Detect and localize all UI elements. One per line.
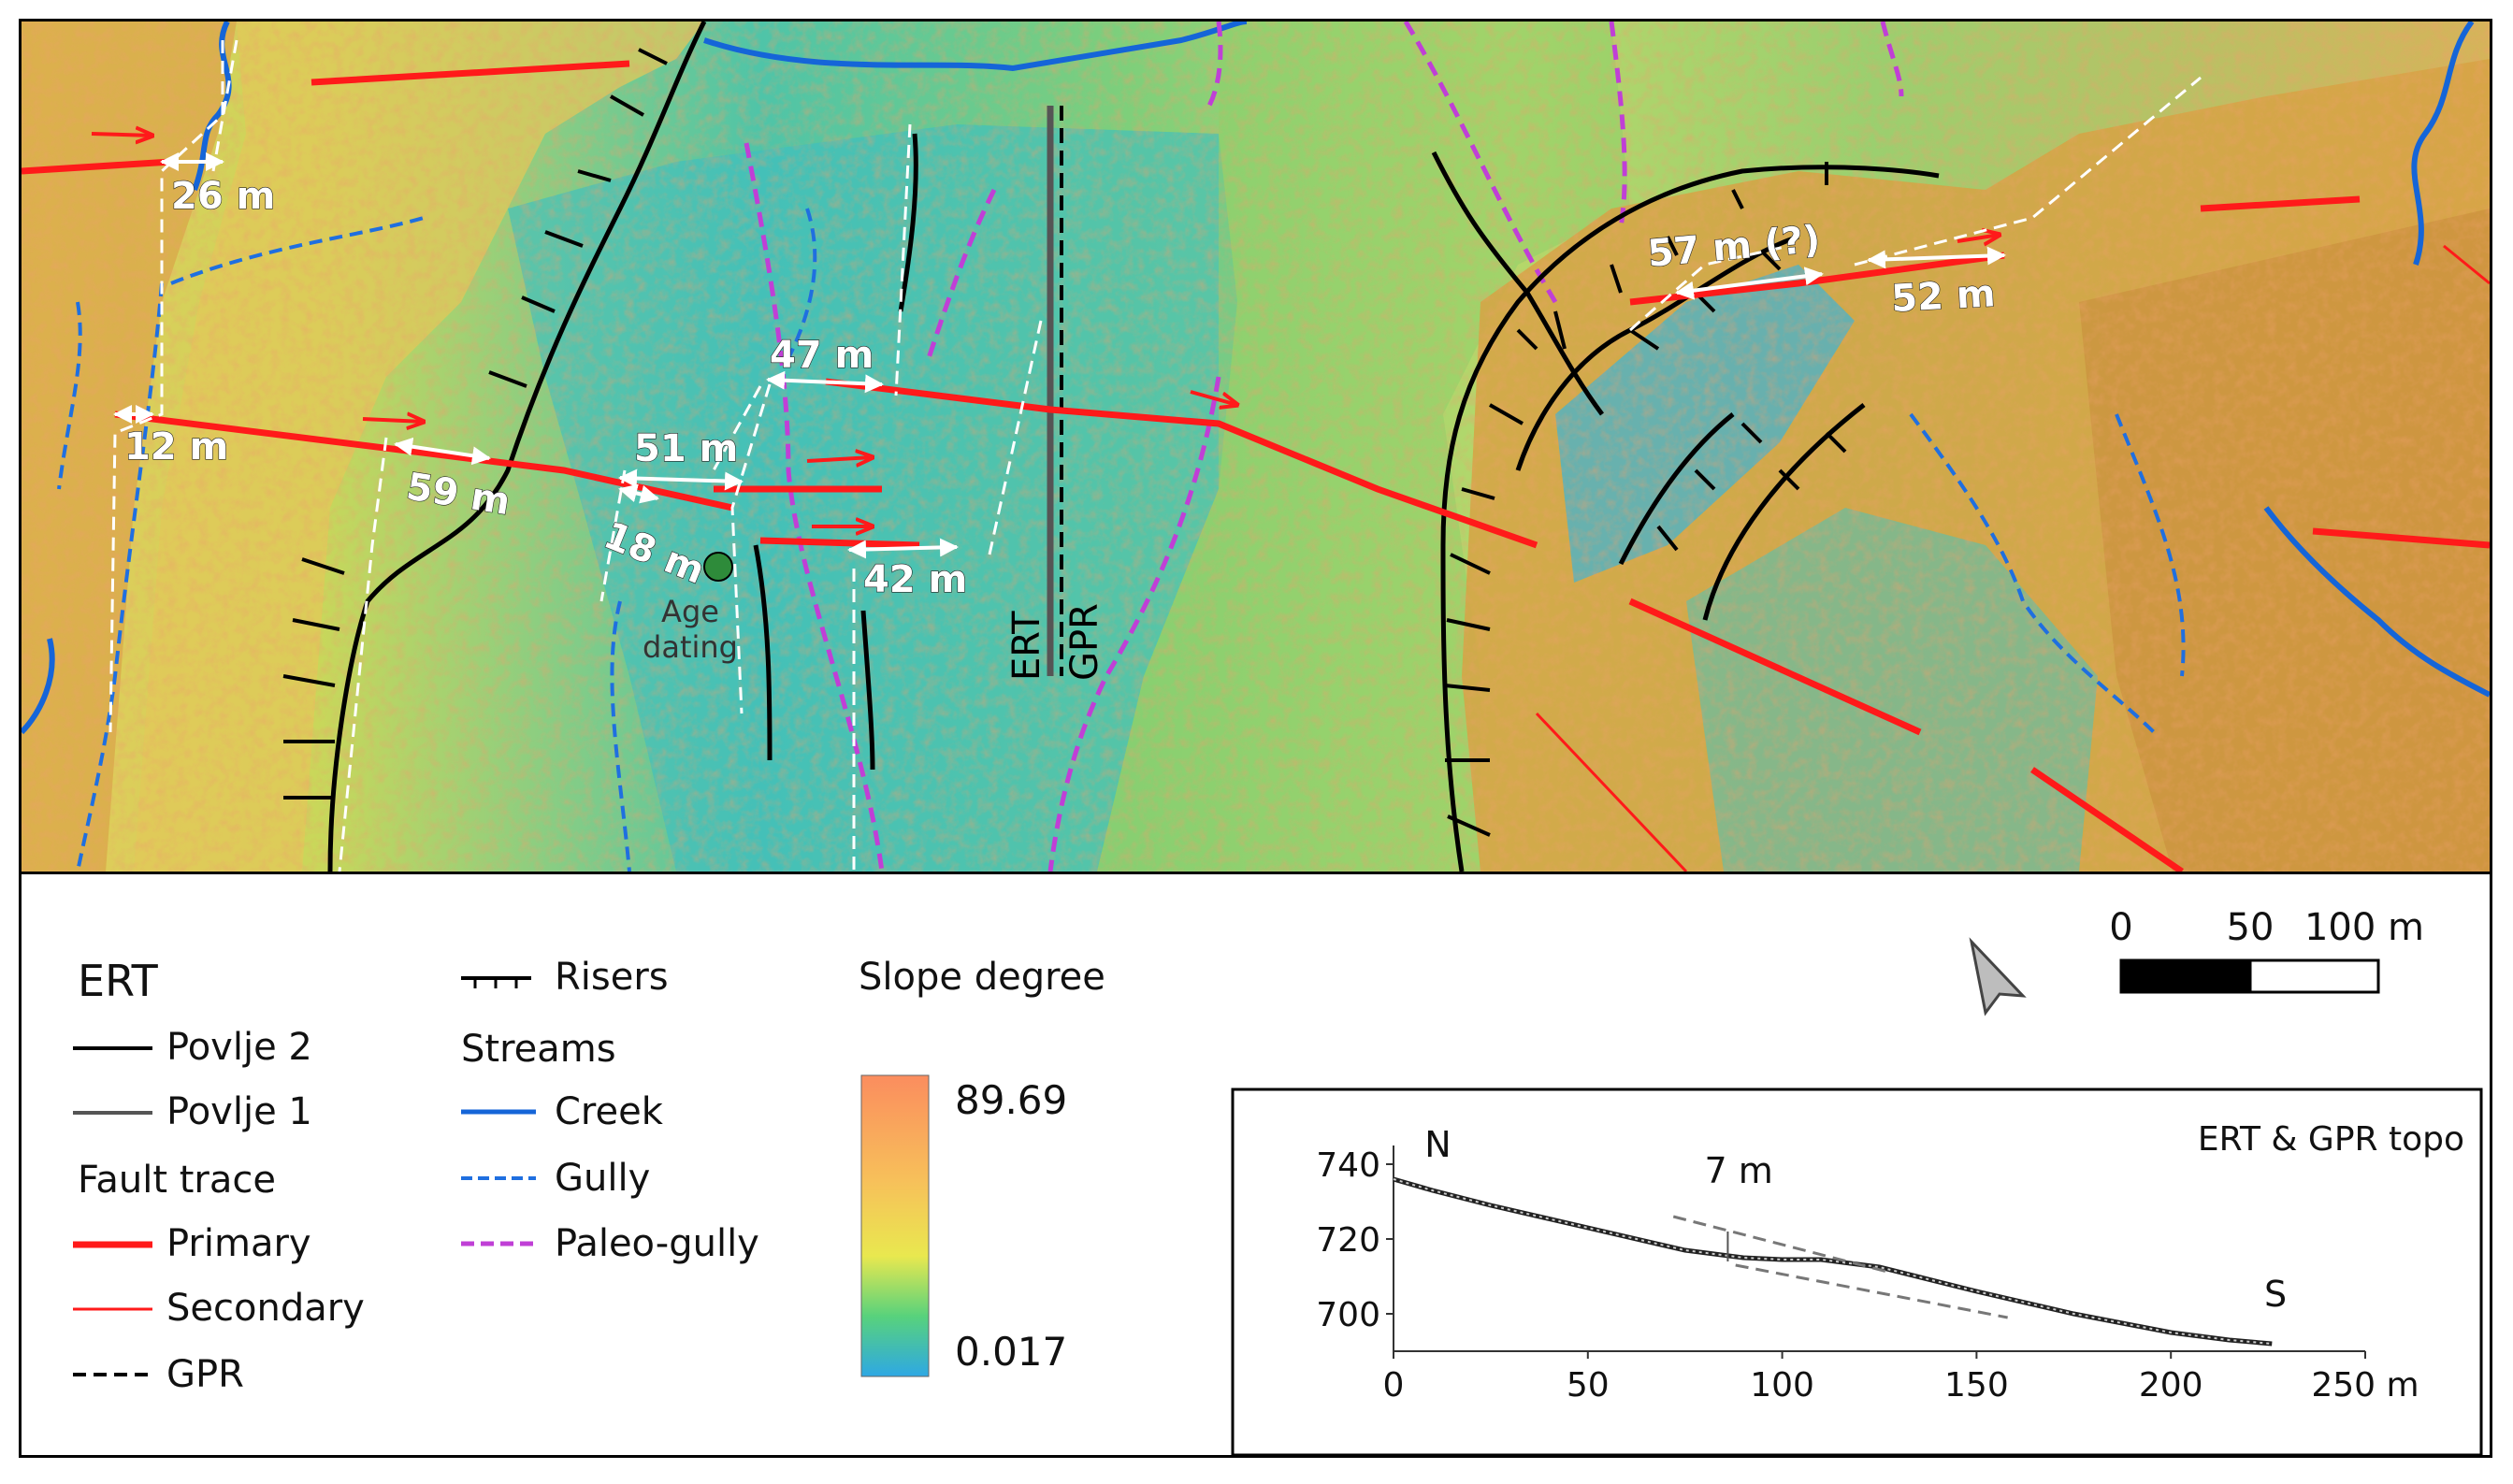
x-tick-label: 50 — [1567, 1366, 1610, 1405]
inset-offset-label: 7 m — [1704, 1150, 1772, 1191]
offset-label: 26 m — [171, 175, 275, 218]
offset-measure-arrows — [113, 152, 2006, 559]
upper-projection-line — [1672, 1215, 1892, 1275]
legend-label-paleo-gully: Paleo-gully — [555, 1222, 759, 1265]
x-tick-label: 250 m — [2311, 1366, 2419, 1405]
legend-label-gpr: GPR — [166, 1353, 244, 1396]
offset-label: 12 m — [124, 425, 228, 468]
scale-bar: 0 50 100 m — [2109, 906, 2424, 994]
y-tick-label: 740 — [1316, 1146, 1380, 1185]
inset-north-label: N — [1424, 1124, 1451, 1165]
x-tick-label: 200 — [2139, 1366, 2203, 1405]
offset-construction-lines — [108, 39, 2202, 872]
primary-fault-traces — [22, 60, 2490, 872]
x-tick-label: 100 — [1750, 1366, 1814, 1405]
age-dating-marker — [703, 552, 733, 582]
legend-label-secondary: Secondary — [166, 1287, 365, 1330]
x-tick-label: 150 — [1944, 1366, 2009, 1405]
slope-max-label: 89.69 — [955, 1077, 1067, 1123]
legend-label-risers: Risers — [555, 956, 669, 999]
legend-slope-title: Slope degree — [859, 956, 1105, 999]
scale-tick-label: 100 m — [2304, 906, 2424, 949]
legend-label-primary: Primary — [166, 1222, 311, 1265]
legend-label-povlje2: Povlje 2 — [166, 1026, 312, 1069]
north-arrow-icon — [1969, 937, 2027, 1016]
lower-projection-line — [1735, 1263, 2008, 1319]
legend-heading-fault: Fault trace — [78, 1159, 276, 1202]
slope-map: 26 m 12 m 59 m 51 m 18 m 47 m 42 m 57 m … — [19, 19, 2492, 874]
inset-south-label: S — [2264, 1274, 2287, 1315]
legend-label-povlje1: Povlje 1 — [166, 1090, 312, 1133]
gpr-line-label: GPR — [1063, 603, 1106, 681]
secondary-fault-traces — [1535, 244, 2490, 872]
offset-label: 57 m (?) — [1646, 218, 1822, 276]
legend-heading-streams: Streams — [461, 1028, 616, 1071]
y-tick-label: 700 — [1316, 1296, 1380, 1334]
ert-line-label: ERT — [1005, 611, 1048, 681]
legend-label-gully: Gully — [555, 1157, 650, 1200]
scale-tick-label: 0 — [2109, 906, 2132, 949]
offset-label: 52 m — [1890, 272, 1997, 321]
age-dating-label: dating — [643, 629, 738, 665]
topo-profile-line — [1393, 1176, 2273, 1347]
inset-title: ERT & GPR topo — [2198, 1120, 2464, 1159]
slip-arrows — [91, 134, 2000, 526]
slope-min-label: 0.017 — [955, 1329, 1067, 1375]
x-tick-label: 0 — [1383, 1366, 1405, 1405]
age-dating-label: Age — [661, 594, 719, 629]
gully-lines — [57, 208, 2186, 872]
paleo-gully-lines — [744, 22, 1904, 872]
offset-label: 47 m — [770, 334, 874, 377]
legend-panel: ERT Povlje 2 Povlje 1 Fault trace Primar… — [19, 872, 2492, 1458]
riser-ticks — [282, 48, 1847, 837]
scale-tick-label: 50 — [2227, 906, 2275, 949]
offset-label: 51 m — [634, 427, 738, 470]
y-tick-label: 720 — [1316, 1221, 1380, 1260]
offset-label: 42 m — [863, 558, 967, 601]
legend-heading-ert: ERT — [78, 956, 159, 1006]
legend-label-creek: Creek — [555, 1090, 664, 1133]
slope-color-ramp — [860, 1074, 930, 1377]
